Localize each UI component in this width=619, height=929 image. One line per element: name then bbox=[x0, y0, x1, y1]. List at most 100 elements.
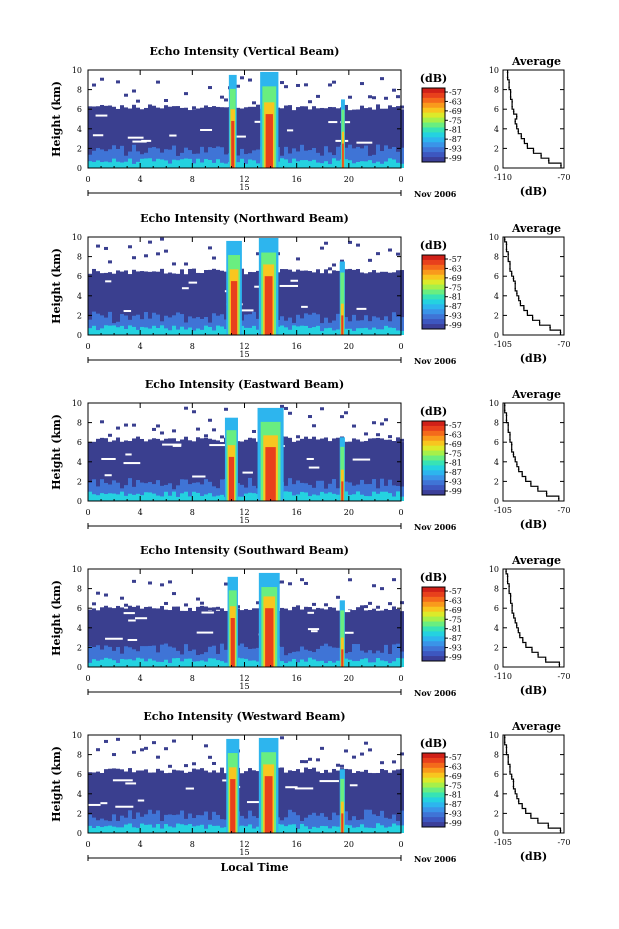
boundary-layer-echo bbox=[160, 821, 164, 833]
surface-echo bbox=[208, 159, 212, 168]
upper-return bbox=[212, 428, 216, 432]
stratiform-column bbox=[208, 107, 212, 168]
upper-return bbox=[304, 83, 308, 87]
echo-gap bbox=[343, 610, 351, 613]
upper-return bbox=[364, 605, 368, 609]
stratiform-column bbox=[156, 608, 160, 667]
average-profile-point bbox=[525, 644, 527, 646]
x-tick-label: 8 bbox=[190, 342, 195, 351]
stratiform-column bbox=[188, 268, 192, 335]
average-title: Average bbox=[511, 388, 561, 401]
stratiform-column bbox=[148, 606, 152, 667]
upper-return bbox=[300, 760, 304, 764]
stratiform-column bbox=[316, 439, 320, 501]
echo-gap bbox=[290, 279, 299, 282]
boundary-layer-echo bbox=[392, 146, 396, 168]
stratiform-column bbox=[324, 269, 328, 335]
average-y-tick-label: 6 bbox=[494, 272, 499, 281]
average-y-tick-label: 6 bbox=[494, 438, 499, 447]
boundary-layer-echo bbox=[336, 146, 340, 168]
x-tick-label: 0 bbox=[85, 342, 90, 351]
colorbar-segment bbox=[422, 460, 445, 466]
stratiform-column bbox=[108, 105, 112, 168]
x-tick-label: 4 bbox=[138, 175, 143, 184]
stratiform-column bbox=[400, 768, 404, 833]
colorbar-segment bbox=[422, 157, 445, 163]
stratiform-column bbox=[100, 273, 104, 335]
stratiform-column bbox=[336, 610, 340, 667]
stratiform-column bbox=[336, 770, 340, 833]
upper-return bbox=[288, 582, 292, 586]
surface-echo bbox=[208, 824, 212, 833]
x-tick-label: 16 bbox=[292, 840, 302, 849]
date-month: Nov 2006 bbox=[414, 522, 457, 532]
x-tick-label: 8 bbox=[190, 674, 195, 683]
stratiform-column bbox=[388, 272, 392, 335]
boundary-layer-echo bbox=[184, 644, 188, 667]
average-profile-point bbox=[510, 272, 513, 275]
surface-echo bbox=[148, 492, 152, 501]
surface-echo bbox=[292, 158, 296, 168]
stratiform-column bbox=[376, 772, 380, 833]
stratiform-column bbox=[104, 769, 108, 833]
stratiform-column bbox=[216, 269, 220, 335]
surface-echo bbox=[240, 825, 244, 833]
average-profile-point bbox=[531, 649, 533, 651]
surface-echo bbox=[156, 328, 160, 335]
surface-echo bbox=[104, 494, 108, 501]
surface-echo bbox=[352, 661, 356, 667]
boundary-layer-echo bbox=[320, 645, 324, 667]
upper-return bbox=[392, 88, 396, 92]
x-tick-label: 0 bbox=[85, 175, 90, 184]
surface-echo bbox=[244, 826, 248, 833]
stratiform-column bbox=[204, 606, 208, 667]
stratiform-column bbox=[148, 104, 152, 168]
upper-return bbox=[184, 92, 188, 96]
boundary-layer-echo bbox=[96, 645, 100, 667]
stratiform-column bbox=[316, 269, 320, 335]
boundary-layer-echo bbox=[92, 479, 96, 501]
surface-echo bbox=[172, 827, 176, 833]
surface-echo bbox=[108, 325, 112, 335]
upper-return bbox=[156, 755, 160, 759]
stratiform-column bbox=[300, 772, 304, 833]
boundary-layer-echo bbox=[392, 644, 396, 667]
upper-return bbox=[400, 752, 404, 756]
convective-cell bbox=[228, 456, 235, 501]
stratiform-column bbox=[224, 610, 228, 667]
boundary-layer-echo bbox=[372, 154, 376, 168]
surface-echo bbox=[284, 159, 288, 168]
average-profile-point bbox=[547, 159, 550, 162]
stratiform-column bbox=[108, 272, 112, 335]
stratiform-column bbox=[312, 436, 316, 501]
boundary-layer-echo bbox=[388, 653, 392, 667]
y-tick-label: 0 bbox=[77, 663, 82, 672]
colorbar-segment bbox=[422, 802, 445, 808]
surface-echo bbox=[112, 325, 116, 335]
average-profile-point bbox=[506, 76, 509, 79]
upper-return bbox=[136, 99, 140, 103]
upper-return bbox=[368, 95, 372, 99]
surface-echo bbox=[104, 325, 108, 335]
average-profile-point bbox=[509, 263, 511, 265]
stratiform-column bbox=[360, 105, 364, 168]
surface-echo bbox=[320, 660, 324, 667]
average-profile-point bbox=[517, 130, 520, 133]
stratiform-column bbox=[284, 436, 288, 501]
boundary-layer-echo bbox=[380, 478, 384, 501]
colorbar-segment bbox=[422, 797, 445, 803]
echo-gap bbox=[344, 631, 354, 634]
stratiform-column bbox=[96, 271, 100, 335]
boundary-layer-echo bbox=[244, 818, 248, 833]
boundary-layer-echo bbox=[368, 809, 372, 833]
surface-echo bbox=[356, 161, 360, 168]
boundary-layer-echo bbox=[372, 479, 376, 501]
colorbar-unit: (dB) bbox=[420, 571, 447, 584]
surface-echo bbox=[388, 663, 392, 667]
surface-echo bbox=[372, 491, 376, 501]
boundary-layer-echo bbox=[364, 315, 368, 335]
echo-gap bbox=[307, 628, 320, 631]
stratiform-column bbox=[180, 439, 184, 501]
average-profile-point bbox=[514, 619, 516, 622]
